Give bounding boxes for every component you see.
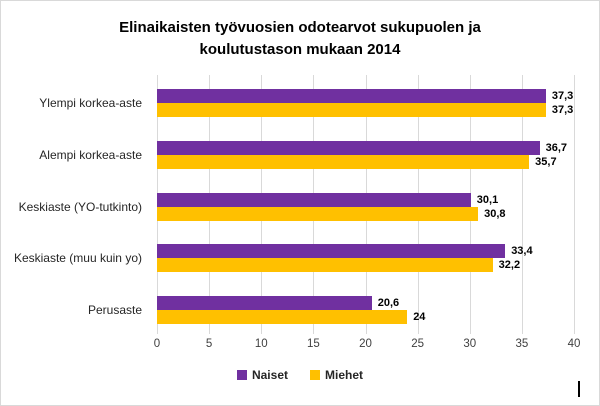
value-label-miehet-3: 32,2: [498, 259, 521, 272]
x-tick-15: 15: [306, 338, 320, 350]
value-label-naiset-4: 20,6: [377, 297, 400, 310]
bar-naiset-1: [157, 140, 540, 155]
x-tick-25: 25: [411, 338, 425, 350]
legend-item-miehet: Miehet: [310, 368, 363, 382]
chart-title-line1: Elinaikaisten työvuosien odotearvot suku…: [119, 19, 481, 36]
legend-label-miehet: Miehet: [325, 368, 364, 382]
x-tick-5: 5: [205, 338, 213, 350]
value-label-miehet-1: 35,7: [535, 155, 557, 168]
value-label-naiset-3: 33,4: [511, 245, 533, 258]
bar-naiset-2: [157, 192, 471, 207]
category-label-4: Perusaste: [87, 303, 142, 318]
value-label-miehet-2: 30,8: [484, 207, 506, 220]
bar-miehet-0: [157, 102, 546, 117]
legend-swatch-naiset: [236, 370, 247, 380]
bar-miehet-2: [157, 206, 479, 221]
x-tick-10: 10: [254, 338, 268, 350]
gridline-x-40: [574, 75, 575, 334]
value-label-miehet-4: 24: [413, 311, 426, 324]
x-tick-35: 35: [515, 338, 529, 350]
plot-area: 37,3 37,3 36,7 35,7 30,1 30,8 33,4 32,2 20,6 24: [157, 75, 575, 334]
bar-miehet-1: [157, 154, 530, 169]
category-label-1: Alempi korkea-aste: [39, 147, 142, 162]
x-tick-20: 20: [359, 338, 372, 350]
legend-label-naiset: Naiset: [251, 368, 288, 382]
chart-title: Elinaikaisten työvuosien odotearvot suku…: [1, 17, 599, 61]
bar-naiset-4: [157, 296, 372, 311]
category-label-0: Ylempi korkea-aste: [39, 95, 142, 110]
category-axis: Ylempi korkea-aste Alempi korkea-aste Kesk…: [1, 75, 151, 334]
bar-naiset-0: [157, 88, 546, 103]
legend-swatch-miehet: [310, 370, 320, 380]
bar-naiset-3: [157, 244, 506, 259]
legend: Naiset Miehet: [1, 368, 599, 382]
value-label-miehet-0: 37,3: [551, 103, 574, 116]
bar-miehet-4: [157, 310, 408, 325]
legend-item-naiset: Naiset: [236, 368, 288, 382]
value-label-naiset-1: 36,7: [545, 141, 568, 154]
value-label-naiset-0: 37,3: [551, 89, 574, 102]
x-tick-40: 40: [567, 338, 581, 350]
value-label-naiset-2: 30,1: [476, 193, 499, 206]
chart-title-line2: koulutustason mukaan 2014: [199, 41, 401, 58]
cursor-artifact: [578, 381, 580, 397]
gridline-x-35: [521, 75, 523, 334]
x-tick-0: 0: [153, 338, 161, 350]
x-tick-30: 30: [463, 338, 477, 350]
bar-miehet-3: [157, 258, 493, 273]
x-axis: 0 5 10 15 20 25 30 35 40: [153, 338, 581, 354]
category-label-3: Keskiaste (muu kuin yo): [13, 251, 142, 266]
category-label-2: Keskiaste (YO-tutkinto): [18, 199, 142, 214]
